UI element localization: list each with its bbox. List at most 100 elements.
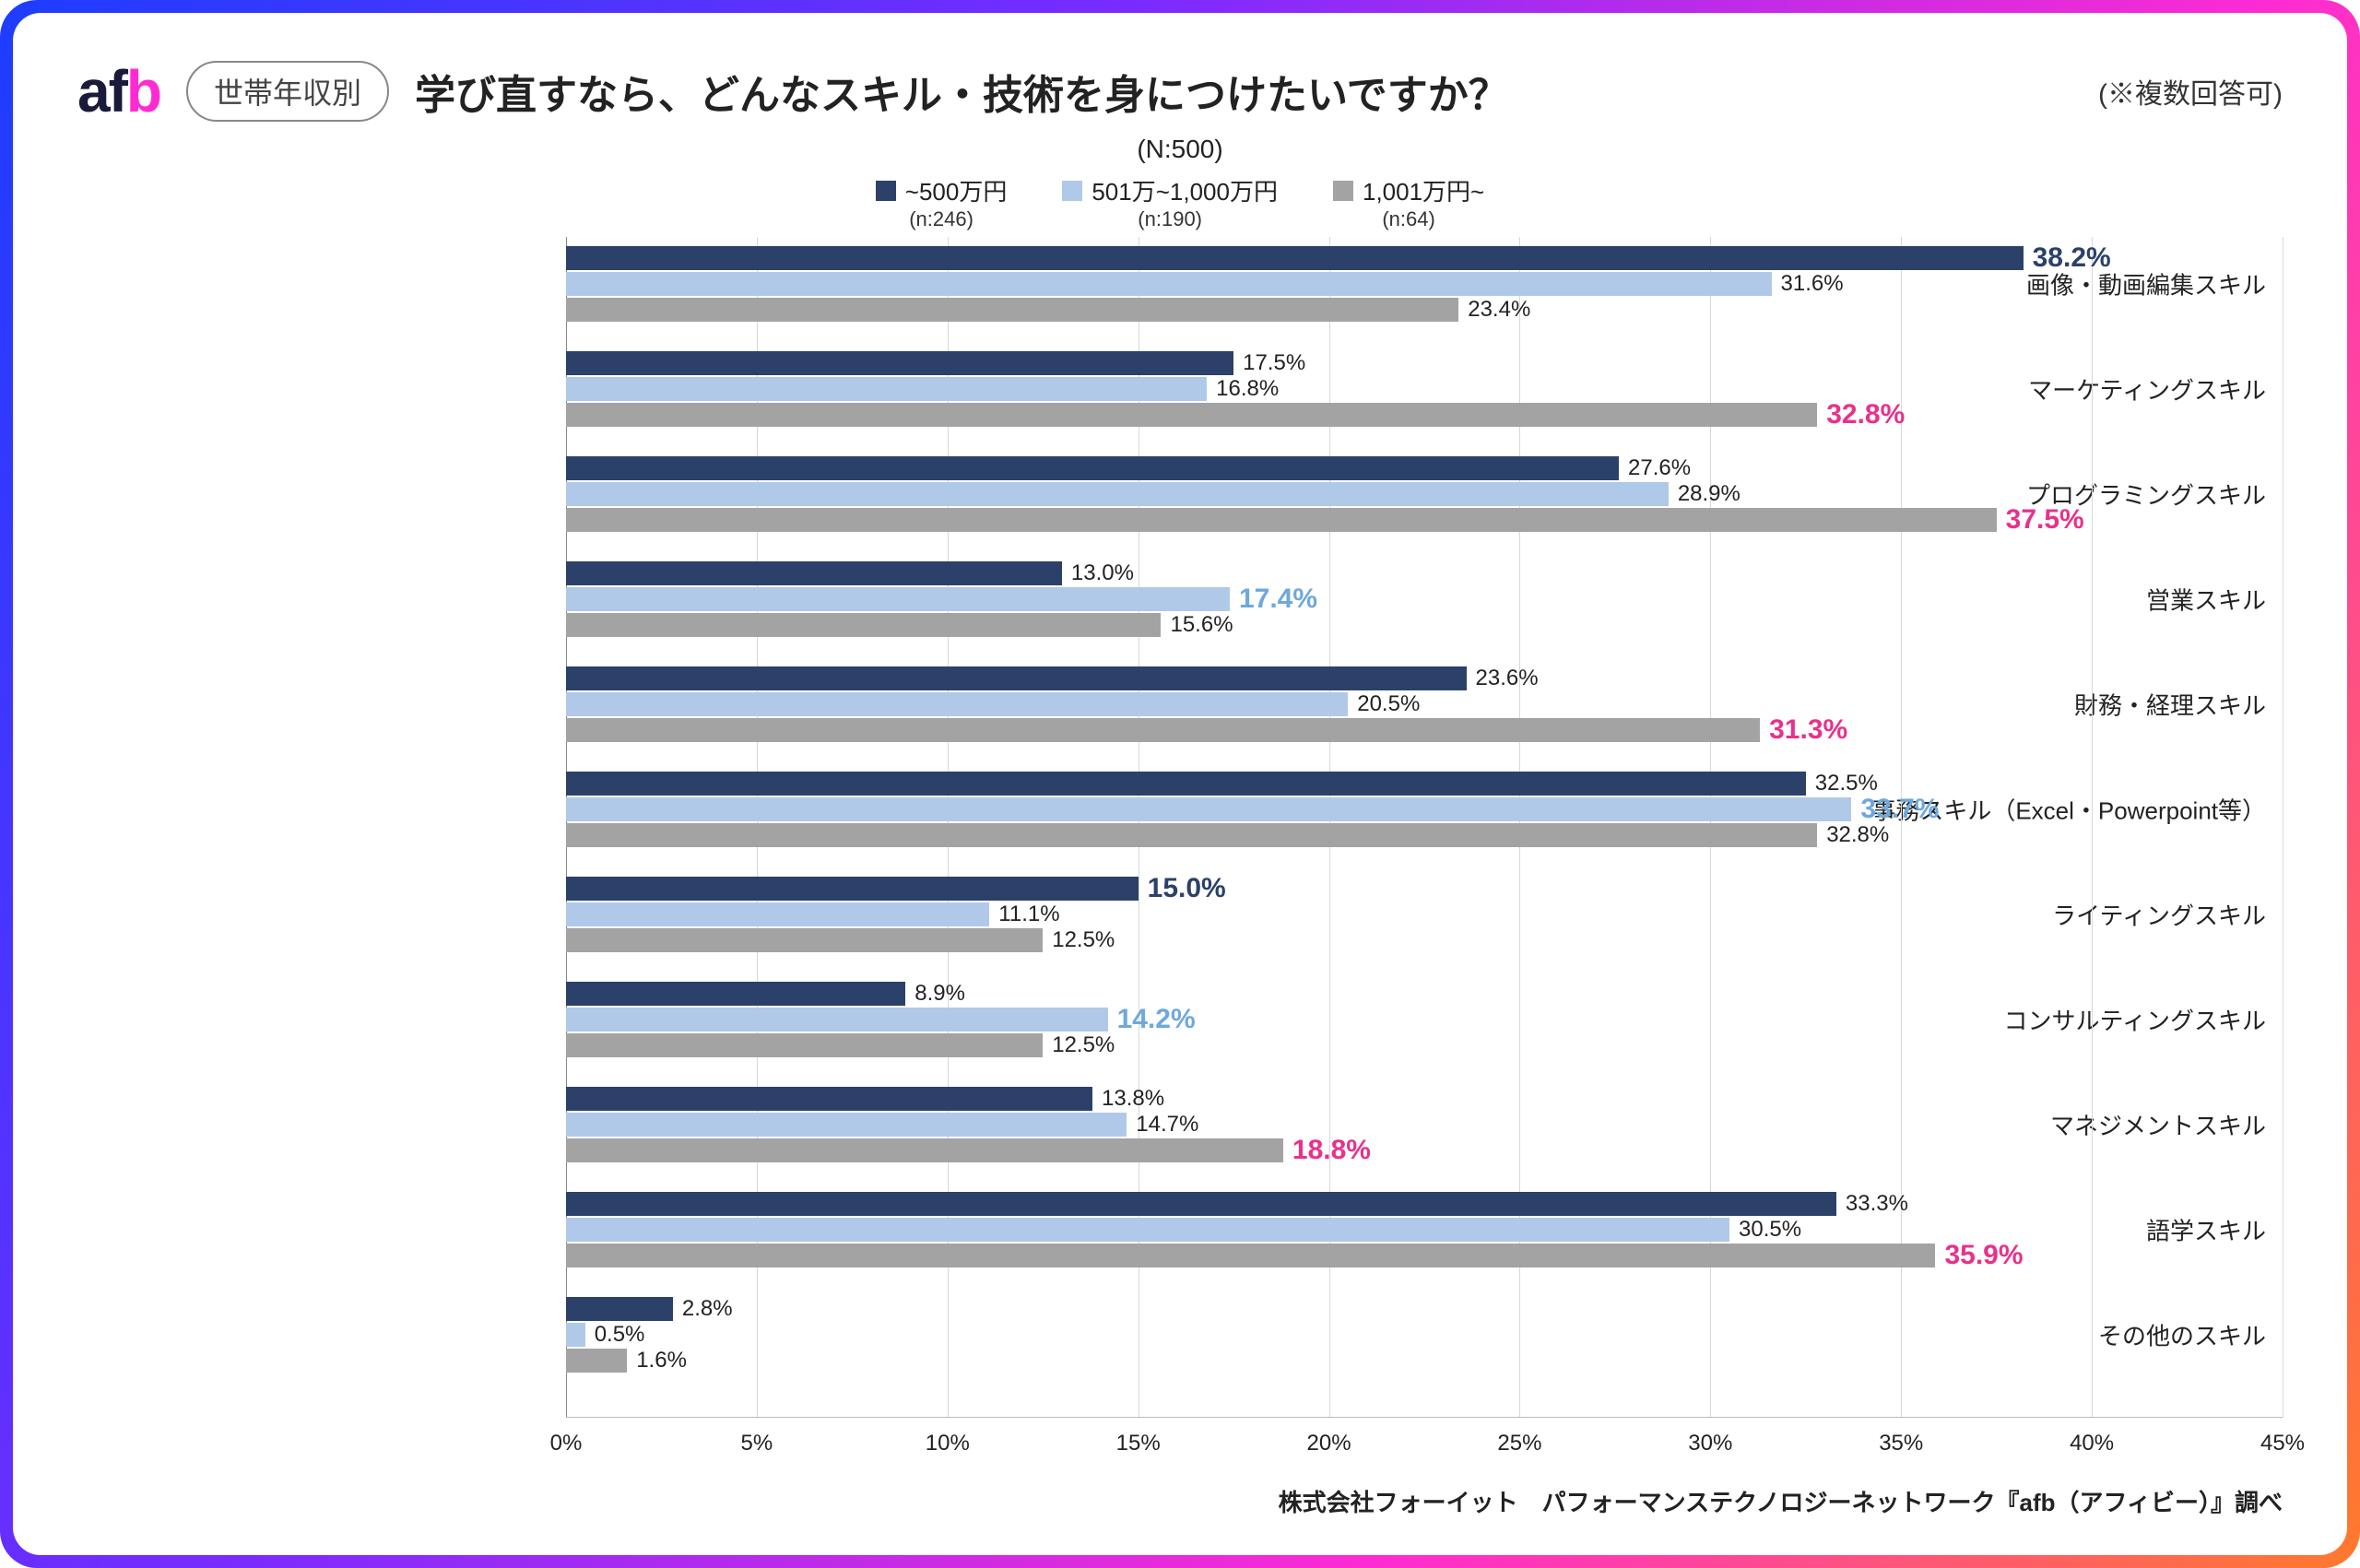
bar [566,403,1817,427]
bar [566,1008,1108,1032]
x-tick-label: 25% [1497,1431,1541,1456]
bar-value-label: 17.4% [1239,584,1317,615]
bar-value-label: 1.6% [636,1348,687,1373]
bar-value-label: 18.8% [1292,1135,1371,1166]
bar [566,772,1806,796]
header: afb 世帯年収別 学び直すなら、どんなスキル・技術を身につけたいですか？ (※… [77,57,2283,125]
bar [566,1138,1283,1162]
bar [566,1297,673,1321]
bar-value-label: 23.6% [1476,666,1539,691]
bar [566,877,1139,901]
bar [566,613,1161,637]
segment-badge: 世帯年収別 [186,61,389,122]
bar [566,482,1669,506]
legend: ~500万円 (n:246) 501万~1,000万円 (n:190) 1,00… [77,173,2283,231]
x-tick-label: 40% [2070,1431,2114,1456]
gradient-frame: afb 世帯年収別 学び直すなら、どんなスキル・技術を身につけたいですか？ (※… [0,0,2360,1568]
bar [566,508,1997,532]
legend-item: 501万~1,000万円 (n:190) [1062,173,1278,231]
bar [566,1033,1043,1057]
bar [566,797,1851,821]
bar [566,692,1348,716]
bar [566,351,1233,375]
bar-value-label: 14.2% [1117,1004,1196,1035]
logo: afb [77,57,160,125]
bar [566,298,1458,322]
bar [566,982,905,1006]
footer-credit: 株式会社フォーイット パフォーマンステクノロジーネットワーク『afb（アフィビー… [77,1484,2283,1518]
x-tick-label: 30% [1688,1431,1732,1456]
bar [566,666,1467,690]
x-tick-label: 15% [1116,1431,1161,1456]
bar-value-label: 35.9% [1944,1240,2023,1271]
bar-value-label: 15.6% [1170,612,1233,638]
bar [566,1323,585,1347]
legend-swatch [1062,181,1082,201]
legend-sub: (n:246) [909,207,974,231]
legend-sub: (n:64) [1382,207,1434,231]
bar [566,928,1043,952]
bar-value-label: 16.8% [1216,376,1279,402]
x-axis-line [566,1417,2283,1418]
bar-value-label: 8.9% [914,981,965,1007]
bar-value-label: 33.3% [1846,1191,1908,1217]
legend-label: 501万~1,000万円 [1092,173,1278,207]
legend-sub: (n:190) [1138,207,1202,231]
x-tick-label: 20% [1307,1431,1351,1456]
bar-value-label: 30.5% [1739,1217,1801,1243]
bar [566,1113,1127,1137]
bar-value-label: 33.7% [1860,794,1939,825]
legend-item: 1,001万円~ (n:64) [1333,173,1484,231]
legend-label: ~500万円 [905,173,1008,207]
chart-area: 画像・動画編集スキルマーケティングスキルプログラミングスキル営業スキル財務・経理… [77,237,2283,1468]
x-tick-label: 5% [741,1431,773,1456]
bar [566,1192,1836,1216]
bar [566,1218,1729,1242]
sample-size: (N:500) [77,135,2283,164]
bar [566,377,1207,401]
bar [566,902,989,926]
bar-value-label: 32.8% [1826,399,1905,430]
bar-value-label: 23.4% [1468,297,1530,323]
bar [566,1349,627,1373]
x-tick-label: 10% [926,1431,970,1456]
legend-label: 1,001万円~ [1363,173,1484,207]
bar-value-label: 12.5% [1052,1032,1115,1058]
x-tick-label: 45% [2260,1431,2305,1456]
bar-value-label: 13.0% [1071,560,1134,586]
bar [566,246,2024,270]
x-tick-label: 0% [550,1431,583,1456]
legend-swatch [876,181,896,201]
bar-value-label: 28.9% [1678,481,1740,507]
x-axis-ticks: 0%5%10%15%20%25%30%35%40%45% [566,1421,2283,1468]
bar-value-label: 12.5% [1052,927,1115,953]
plot-area: 0%5%10%15%20%25%30%35%40%45% 38.2%31.6%2… [566,237,2283,1468]
legend-item: ~500万円 (n:246) [876,173,1008,231]
y-axis-labels: 画像・動画編集スキルマーケティングスキルプログラミングスキル営業スキル財務・経理… [77,237,566,1468]
chart-title: 学び直すなら、どんなスキル・技術を身につけたいですか？ [415,62,2072,121]
bar [566,1244,1935,1267]
bar-value-label: 38.2% [2033,242,2111,274]
legend-swatch [1333,181,1353,201]
logo-text-a: af [77,58,126,124]
bar-value-label: 0.5% [595,1322,645,1348]
x-tick-label: 35% [1879,1431,1923,1456]
bar-value-label: 31.6% [1781,271,1844,297]
bar [566,456,1619,480]
logo-text-b: b [126,58,160,124]
bar [566,272,1772,296]
bar-value-label: 13.8% [1102,1086,1164,1112]
bar [566,561,1062,585]
bar-value-label: 2.8% [682,1296,733,1322]
bar-value-label: 32.5% [1815,771,1878,796]
bar-value-label: 20.5% [1357,691,1420,717]
card: afb 世帯年収別 学び直すなら、どんなスキル・技術を身につけたいですか？ (※… [13,13,2347,1555]
multi-answer-note: (※複数回答可) [2098,71,2283,112]
bar-value-label: 11.1% [998,902,1059,927]
bar-value-label: 15.0% [1148,873,1226,904]
bar-value-label: 14.7% [1136,1112,1198,1138]
bar [566,718,1760,742]
bar [566,823,1817,847]
bar-value-label: 37.5% [2006,504,2084,536]
bar [566,587,1230,611]
